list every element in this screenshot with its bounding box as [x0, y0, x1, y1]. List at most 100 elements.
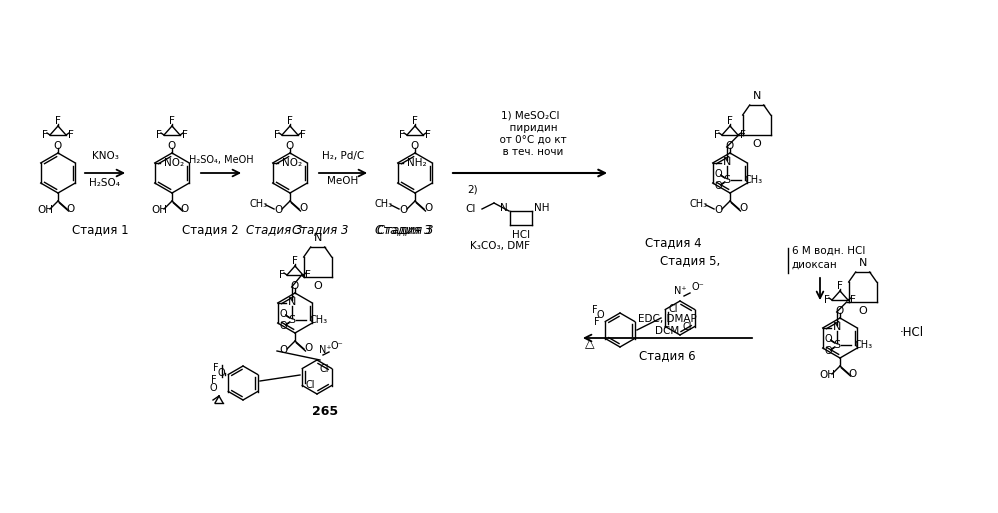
- Text: Cl: Cl: [305, 381, 314, 390]
- Text: O: O: [285, 141, 294, 151]
- Text: O: O: [290, 281, 299, 291]
- Text: O: O: [740, 203, 748, 213]
- Text: Cl: Cl: [319, 364, 328, 373]
- Text: HCl: HCl: [512, 230, 530, 240]
- Text: N: N: [500, 203, 508, 213]
- Text: F: F: [305, 270, 311, 280]
- Text: F: F: [279, 270, 285, 280]
- Text: F: F: [274, 130, 279, 140]
- Text: F: F: [824, 295, 830, 305]
- Text: F: F: [741, 130, 746, 140]
- Text: O: O: [400, 205, 408, 215]
- Text: F: F: [425, 130, 431, 140]
- Text: 1) MeSO₂Cl: 1) MeSO₂Cl: [501, 111, 559, 121]
- Text: O: O: [299, 203, 308, 213]
- Text: O: O: [304, 343, 313, 353]
- Text: N: N: [287, 297, 296, 307]
- Text: O: O: [715, 169, 723, 179]
- Text: O: O: [54, 141, 62, 151]
- Text: EDC, DMAP: EDC, DMAP: [638, 314, 697, 324]
- Text: K₃CO₃, DMF: K₃CO₃, DMF: [470, 241, 530, 251]
- Text: O: O: [168, 141, 176, 151]
- Text: NO₂: NO₂: [164, 158, 184, 168]
- Text: O: O: [752, 139, 761, 149]
- Text: O⁻: O⁻: [692, 282, 705, 292]
- Text: OH: OH: [819, 370, 835, 380]
- Text: N: N: [313, 233, 322, 243]
- Text: O: O: [279, 309, 287, 319]
- Text: диоксан: диоксан: [792, 260, 837, 270]
- Text: F: F: [182, 130, 188, 140]
- Text: S: S: [288, 315, 295, 325]
- Text: O: O: [849, 369, 857, 379]
- Text: 2): 2): [467, 185, 478, 195]
- Text: N⁺: N⁺: [319, 345, 331, 355]
- Text: CH₃: CH₃: [745, 175, 762, 185]
- Text: O: O: [279, 321, 287, 331]
- Text: OH: OH: [151, 205, 167, 215]
- Text: N: N: [858, 258, 867, 268]
- Text: O: O: [274, 205, 283, 215]
- Text: F: F: [837, 281, 843, 291]
- Text: F: F: [714, 130, 720, 140]
- Text: S: S: [724, 175, 731, 185]
- Text: H₂, Pd/C: H₂, Pd/C: [322, 151, 364, 161]
- Text: O: O: [825, 346, 832, 356]
- Text: F: F: [42, 130, 48, 140]
- Text: F: F: [212, 375, 217, 385]
- Text: H₂SO₄: H₂SO₄: [90, 178, 121, 188]
- Text: CH₃: CH₃: [375, 199, 393, 209]
- Text: F: F: [300, 130, 306, 140]
- Text: N: N: [752, 91, 760, 101]
- Text: F: F: [593, 305, 598, 315]
- Text: Cl: Cl: [466, 204, 476, 214]
- Text: F: F: [292, 256, 298, 266]
- Text: Стадия 2: Стадия 2: [182, 223, 239, 236]
- Text: Стадия 3: Стадия 3: [377, 223, 433, 236]
- Text: в теч. ночи: в теч. ночи: [496, 147, 564, 157]
- Text: O: O: [715, 205, 724, 215]
- Text: 265: 265: [312, 405, 338, 418]
- Text: Стадия 3: Стадия 3: [375, 223, 431, 236]
- Text: Стадия 1: Стадия 1: [72, 223, 129, 236]
- Text: CH₃: CH₃: [309, 315, 327, 325]
- Text: O: O: [715, 181, 723, 191]
- Text: O: O: [425, 203, 433, 213]
- Text: O: O: [858, 306, 867, 316]
- Text: Cl: Cl: [669, 305, 678, 314]
- Text: O: O: [836, 306, 844, 316]
- Text: Cl: Cl: [683, 322, 692, 331]
- Text: N⁺: N⁺: [674, 286, 687, 296]
- Text: Стадия 4: Стадия 4: [645, 236, 702, 249]
- Text: O: O: [181, 204, 190, 214]
- Text: N: N: [723, 157, 732, 167]
- Text: CH₃: CH₃: [690, 199, 708, 209]
- Text: KNO₃: KNO₃: [92, 151, 119, 161]
- Text: от 0°C до кт: от 0°C до кт: [493, 135, 567, 145]
- Text: Стадия 5,: Стадия 5,: [660, 254, 721, 267]
- Text: NH₂: NH₂: [406, 158, 426, 168]
- Text: Стадия 3: Стадия 3: [246, 223, 302, 236]
- Text: CH₃: CH₃: [854, 340, 873, 350]
- Text: F: F: [68, 130, 74, 140]
- Text: O: O: [597, 310, 604, 320]
- Text: F: F: [156, 130, 162, 140]
- Text: ·HCl: ·HCl: [900, 326, 924, 340]
- Text: F: F: [850, 295, 856, 305]
- Text: DCM: DCM: [655, 326, 679, 336]
- Text: F: F: [287, 116, 293, 126]
- Text: △: △: [585, 338, 595, 350]
- Text: NO₂: NO₂: [281, 158, 301, 168]
- Text: F: F: [214, 363, 219, 373]
- Text: F: F: [55, 116, 61, 126]
- Text: H₂SO₄, MeOH: H₂SO₄, MeOH: [189, 155, 253, 165]
- Text: 6 М водн. HCl: 6 М водн. HCl: [792, 246, 865, 256]
- Text: NH: NH: [534, 203, 550, 213]
- Text: O: O: [313, 281, 322, 291]
- Text: O⁻: O⁻: [331, 341, 343, 351]
- Text: CH₃: CH₃: [250, 199, 268, 209]
- Text: O: O: [218, 368, 225, 378]
- Text: Стадия 6: Стадия 6: [639, 349, 696, 362]
- Text: O: O: [210, 383, 217, 393]
- Text: O: O: [825, 334, 832, 344]
